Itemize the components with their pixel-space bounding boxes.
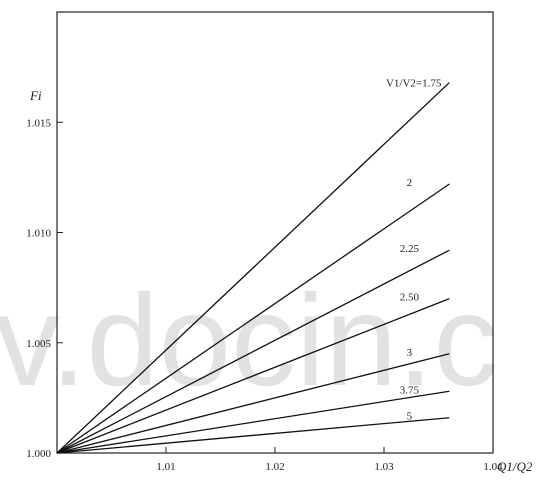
series-line <box>56 249 450 454</box>
y-tick-label: 1.005 <box>26 338 51 350</box>
y-tick-label: 1.000 <box>26 448 51 460</box>
x-tick-label: 1.04 <box>483 461 503 473</box>
series-line <box>56 353 450 454</box>
series-line <box>56 298 450 454</box>
y-tick-label: 1.015 <box>26 117 51 129</box>
series-line <box>56 390 450 454</box>
x-tick-label: 1.02 <box>265 461 284 473</box>
x-axis: 1.01 1.02 1.03 1.04 <box>156 447 503 473</box>
series-label: 3 <box>407 347 413 359</box>
y-axis: 1.000 1.005 1.010 1.015 <box>26 117 63 460</box>
x-tick-label: 1.03 <box>374 461 394 473</box>
watermark-text: v.docin.c <box>0 267 498 413</box>
series-line <box>56 82 450 454</box>
series-labels: V1/V2=1.75 2 2.25 2.50 3 3.75 5 <box>386 78 442 423</box>
series-lines <box>56 82 450 454</box>
y-tick-label: 1.010 <box>26 228 51 240</box>
series-label: V1/V2=1.75 <box>386 78 442 90</box>
series-label: 5 <box>407 411 413 423</box>
x-axis-label: Q1/Q2 <box>497 459 533 474</box>
y-axis-label: Fi <box>29 88 42 103</box>
series-label: 2 <box>407 177 413 189</box>
series-line <box>56 417 450 454</box>
series-label: 3.75 <box>400 384 420 396</box>
series-label: 2.25 <box>400 243 420 255</box>
series-line <box>56 183 450 454</box>
x-tick-label: 1.01 <box>156 461 175 473</box>
series-label: 2.50 <box>400 292 420 304</box>
